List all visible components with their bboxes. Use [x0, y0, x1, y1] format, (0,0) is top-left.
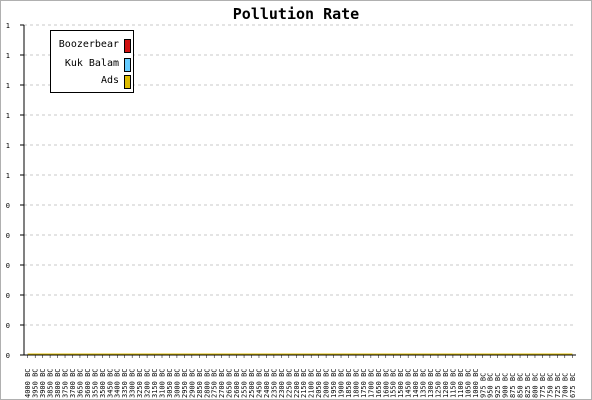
x-tick-label: 675 BC — [569, 373, 577, 398]
x-tick-label: 1800 BC — [352, 368, 360, 398]
x-tick-label: 725 BC — [554, 373, 562, 398]
x-tick-label: 3100 BC — [159, 368, 167, 398]
x-tick-label: 3300 BC — [129, 368, 137, 398]
x-tick-label: 1150 BC — [449, 368, 457, 398]
x-tick-label: 3950 BC — [32, 368, 40, 398]
x-tick-label: 3800 BC — [54, 368, 62, 398]
x-tick-label: 3750 BC — [62, 368, 70, 398]
y-tick-label: 1 — [6, 172, 10, 180]
x-tick-label: 875 BC — [509, 373, 517, 398]
x-tick-label: 700 BC — [561, 373, 569, 398]
x-tick-label: 2250 BC — [285, 368, 293, 398]
x-tick-label: 3150 BC — [151, 368, 159, 398]
x-tick-label: 925 BC — [494, 373, 502, 398]
x-tick-label: 1850 BC — [345, 368, 353, 398]
x-tick-label: 2900 BC — [188, 368, 196, 398]
x-tick-label: 2500 BC — [248, 368, 256, 398]
x-tick-label: 2600 BC — [233, 368, 241, 398]
x-tick-label: 3250 BC — [136, 368, 144, 398]
y-tick-label: 1 — [6, 82, 10, 90]
x-tick-label: 3850 BC — [47, 368, 55, 398]
x-tick-label: 2300 BC — [278, 368, 286, 398]
legend-item-boozerbear: Boozerbear — [51, 35, 135, 55]
legend-item-ads: Ads — [51, 71, 135, 91]
x-tick-label: 2550 BC — [241, 368, 249, 398]
x-tick-label: 3400 BC — [114, 368, 122, 398]
x-tick-label: 2750 BC — [211, 368, 219, 398]
y-tick-label: 0 — [6, 322, 10, 330]
x-tick-label: 2050 BC — [315, 368, 323, 398]
x-tick-label: 3550 BC — [91, 368, 99, 398]
y-tick-label: 1 — [6, 22, 10, 30]
x-tick-label: 2400 BC — [263, 368, 271, 398]
x-tick-label: 3200 BC — [144, 368, 152, 398]
x-tick-label: 750 BC — [546, 373, 554, 398]
legend-swatch — [124, 39, 131, 53]
x-tick-label: 3650 BC — [76, 368, 84, 398]
x-tick-label: 3000 BC — [173, 368, 181, 398]
x-tick-label: 1600 BC — [382, 368, 390, 398]
x-tick-label: 975 BC — [479, 373, 487, 398]
x-tick-label: 1550 BC — [390, 368, 398, 398]
x-tick-label: 900 BC — [502, 373, 510, 398]
x-tick-label: 1750 BC — [360, 368, 368, 398]
chart-title: Pollution Rate — [232, 5, 360, 23]
x-tick-label: 1050 BC — [464, 368, 472, 398]
x-tick-label: 1000 BC — [472, 368, 480, 398]
legend: Boozerbear Kuk Balam Ads — [50, 30, 134, 93]
x-tick-label: 2450 BC — [255, 368, 263, 398]
x-tick-label: 2100 BC — [308, 368, 316, 398]
x-tick-label: 2850 BC — [196, 368, 204, 398]
x-tick-label: 850 BC — [517, 373, 525, 398]
legend-label: Ads — [100, 75, 119, 86]
y-tick-label: 0 — [6, 292, 10, 300]
y-tick-label: 0 — [6, 232, 10, 240]
x-tick-label: 3600 BC — [84, 368, 92, 398]
legend-swatch — [124, 75, 131, 89]
legend-label: Boozerbear — [58, 39, 119, 50]
x-tick-label: 3900 BC — [39, 368, 47, 398]
x-tick-label: 2000 BC — [323, 368, 331, 398]
x-tick-label: 3500 BC — [99, 368, 107, 398]
y-tick-label: 1 — [6, 112, 10, 120]
x-tick-label: 2350 BC — [270, 368, 278, 398]
legend-label: Kuk Balam — [64, 58, 119, 69]
x-tick-label: 825 BC — [524, 373, 532, 398]
x-tick-label: 1450 BC — [405, 368, 413, 398]
x-tick-label: 1300 BC — [427, 368, 435, 398]
x-tick-label: 3450 BC — [106, 368, 114, 398]
y-tick-label: 1 — [6, 52, 10, 60]
x-tick-label: 2700 BC — [218, 368, 226, 398]
x-tick-label: 800 BC — [531, 373, 539, 398]
x-tick-label: 1200 BC — [442, 368, 450, 398]
x-tick-label: 3050 BC — [166, 368, 174, 398]
x-tick-label: 2950 BC — [181, 368, 189, 398]
y-tick-label: 1 — [6, 142, 10, 150]
x-tick-label: 1950 BC — [330, 368, 338, 398]
legend-swatch — [124, 58, 131, 72]
x-tick-label: 1100 BC — [457, 368, 465, 398]
x-tick-label: 1400 BC — [412, 368, 420, 398]
x-tick-label: 2150 BC — [300, 368, 308, 398]
x-tick-label: 3350 BC — [121, 368, 129, 398]
x-tick-label: 1900 BC — [338, 368, 346, 398]
x-tick-label: 1500 BC — [397, 368, 405, 398]
y-tick-label: 0 — [6, 202, 10, 210]
x-tick-label: 950 BC — [487, 373, 495, 398]
x-tick-label: 2800 BC — [203, 368, 211, 398]
x-tick-label: 1650 BC — [375, 368, 383, 398]
x-tick-label: 4000 BC — [24, 368, 32, 398]
x-tick-label: 1250 BC — [435, 368, 443, 398]
x-tick-label: 1350 BC — [420, 368, 428, 398]
legend-item-kuk-balam: Kuk Balam — [51, 54, 135, 74]
x-tick-label: 3700 BC — [69, 368, 77, 398]
y-tick-label: 0 — [6, 352, 10, 360]
x-tick-label: 775 BC — [539, 373, 547, 398]
y-tick-label: 0 — [6, 262, 10, 270]
x-tick-label: 2650 BC — [226, 368, 234, 398]
x-tick-label: 1700 BC — [367, 368, 375, 398]
x-tick-label: 2200 BC — [293, 368, 301, 398]
